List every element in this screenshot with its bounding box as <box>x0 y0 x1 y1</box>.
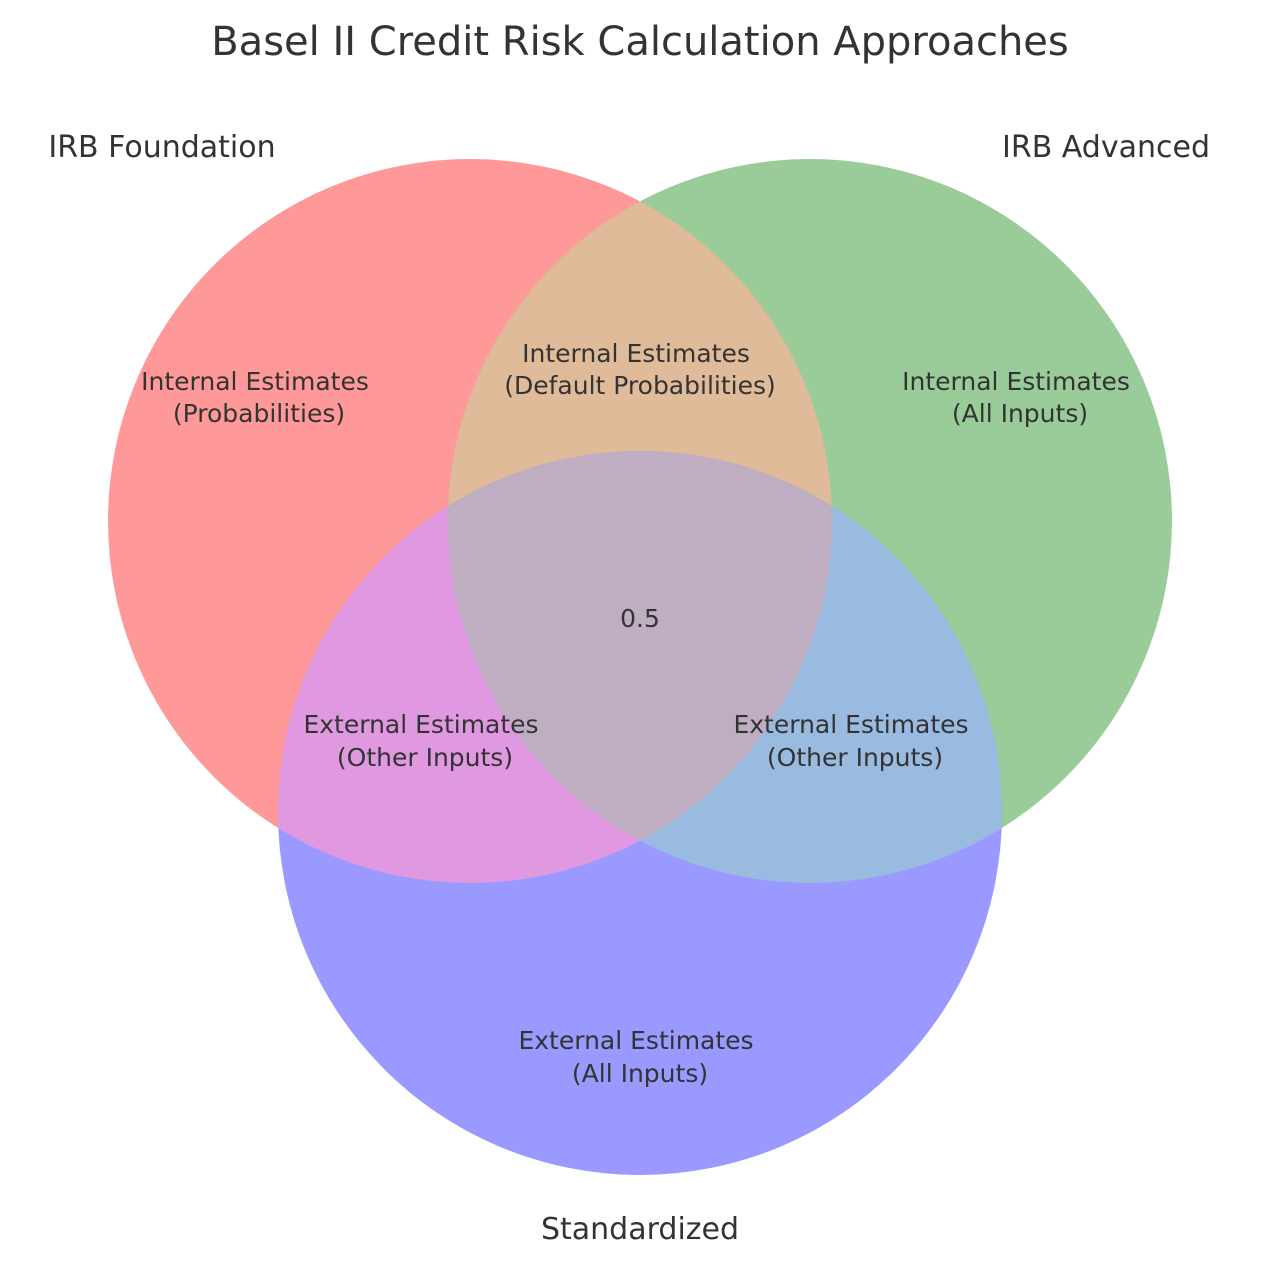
region-a-only-label: Internal Estimates (Probabilities) <box>141 367 377 428</box>
region-ab-line2: (Default Probabilities) <box>504 371 776 400</box>
region-a-only-line2: (Probabilities) <box>173 399 345 428</box>
region-ac-line2: (Other Inputs) <box>337 743 513 772</box>
region-a-only-line1: Internal Estimates <box>141 367 369 396</box>
region-bc-line2: (Other Inputs) <box>767 743 943 772</box>
region-ac-line1: External Estimates <box>303 710 538 739</box>
region-ab-label: Internal Estimates (Default Probabilitie… <box>504 339 776 400</box>
region-ac-label: External Estimates (Other Inputs) <box>303 710 546 772</box>
set-c-label: Standardized <box>541 1212 739 1247</box>
region-ab-line1: Internal Estimates <box>522 339 750 368</box>
set-a-label: IRB Foundation <box>48 130 275 165</box>
set-b-label: IRB Advanced <box>1002 130 1210 165</box>
region-bc-label: External Estimates (Other Inputs) <box>733 710 976 772</box>
region-bc-line1: External Estimates <box>733 710 968 739</box>
region-abc-label: 0.5 <box>620 604 660 633</box>
region-c-only-line1: External Estimates <box>518 1026 753 1055</box>
region-b-only-label: Internal Estimates (All Inputs) <box>902 367 1138 428</box>
region-b-only-line2: (All Inputs) <box>952 399 1088 428</box>
region-c-only-line2: (All Inputs) <box>572 1059 708 1088</box>
region-c-only-label: External Estimates (All Inputs) <box>518 1026 761 1088</box>
diagram-title: Basel II Credit Risk Calculation Approac… <box>211 19 1069 65</box>
region-b-only-line1: Internal Estimates <box>902 367 1130 396</box>
